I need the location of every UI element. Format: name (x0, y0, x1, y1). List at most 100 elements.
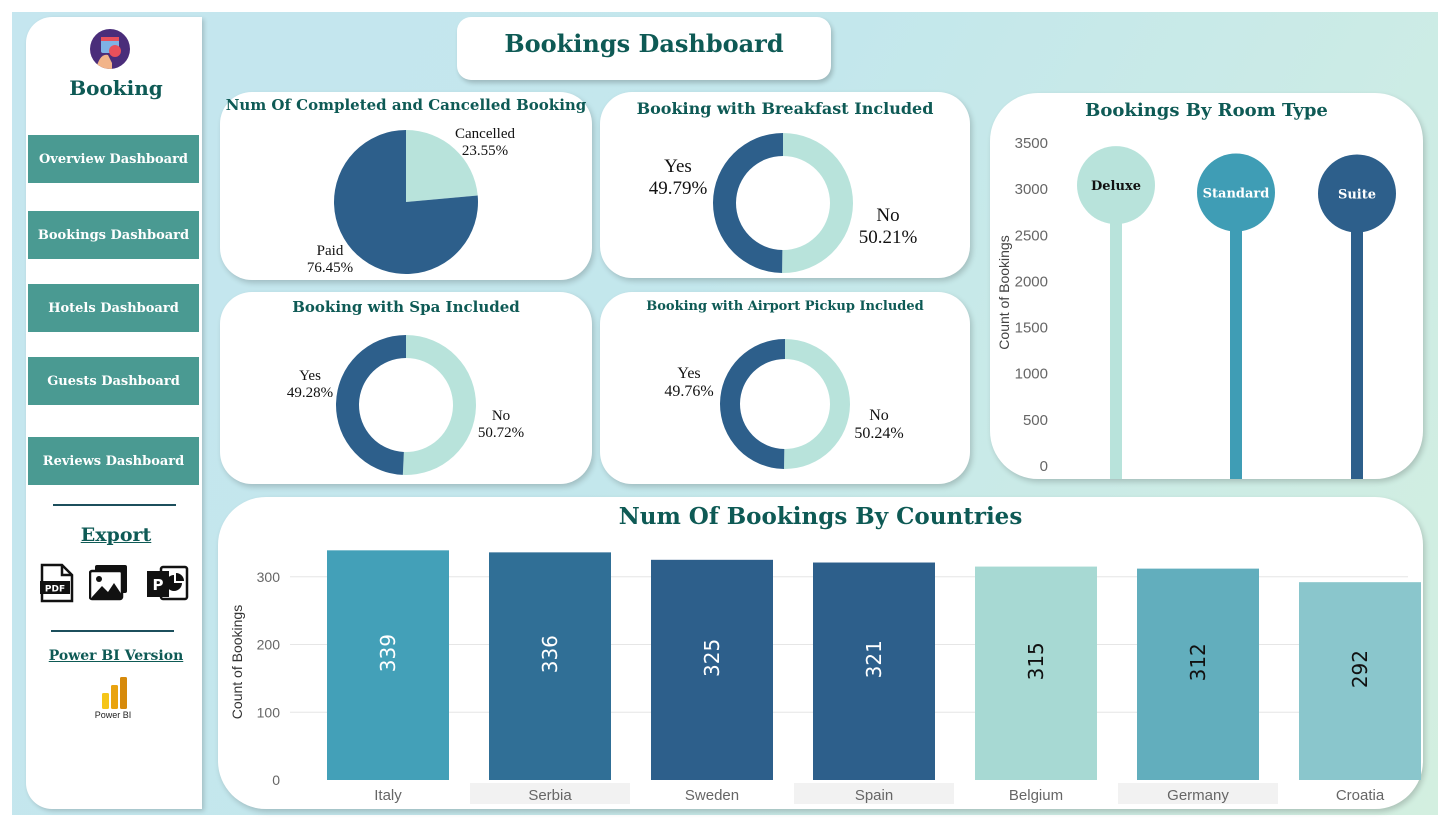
room-ytick-label: 2000 (1015, 273, 1048, 290)
country-bar-belgium[interactable] (975, 566, 1097, 780)
country-ytick-label: 100 (257, 704, 281, 720)
power-bi-label: Power BI (94, 710, 132, 720)
airport-slice-yes[interactable] (719, 339, 785, 469)
room-stem-deluxe[interactable] (1110, 185, 1122, 479)
room-stem-standard[interactable] (1230, 192, 1242, 479)
airport-slice-no[interactable] (784, 339, 850, 469)
room-ytick-label: 0 (1040, 458, 1048, 475)
pdf-icon[interactable]: PDF (40, 563, 74, 607)
spa-no-label: No 50.72% (477, 408, 525, 442)
country-y-axis-label: Count of Bookings (229, 605, 245, 719)
country-value-label: 321 (862, 640, 886, 678)
spa-donut-chart (336, 335, 477, 475)
breakfast-yes-label: Yes 49.79% (648, 156, 708, 199)
country-ytick-label: 300 (257, 569, 281, 585)
airport-donut-chart (719, 339, 850, 469)
pdf-icon-label: PDF (45, 585, 65, 595)
country-value-label: 315 (1024, 642, 1048, 680)
room-category-label: Suite (1338, 187, 1376, 202)
spa-chart-title: Booking with Spa Included (292, 298, 520, 316)
status-pie-chart (334, 130, 478, 274)
room-ytick-label: 2500 (1015, 227, 1048, 244)
card-countries: Num Of Bookings By Countries 300 200 100 0 C… (218, 497, 1423, 809)
nav-overview-dashboard[interactable]: Overview Dashboard (28, 135, 199, 183)
breakfast-slice-no[interactable] (782, 133, 853, 273)
room-stem-suite[interactable] (1351, 193, 1363, 479)
country-ytick-label: 200 (257, 637, 281, 653)
room-marker-suite[interactable] (1318, 154, 1396, 233)
room-ytick-label: 3500 (1015, 135, 1048, 152)
breakfast-chart-title: Booking with Breakfast Included (636, 99, 934, 118)
nav-reviews-dashboard[interactable]: Reviews Dashboard (28, 437, 199, 485)
status-slice-cancelled[interactable] (406, 130, 478, 202)
paid-label: Paid 76.45% (306, 243, 354, 277)
card-spa-donut: Booking with Spa Included Yes 49.28% No 50… (220, 292, 592, 484)
room-category-label: Deluxe (1091, 179, 1141, 194)
country-category-label: Germany (1167, 787, 1229, 804)
country-bar-spain[interactable] (813, 562, 935, 780)
country-category-label: Spain (855, 787, 893, 804)
room-ytick-label: 1500 (1015, 320, 1048, 337)
country-ytick-label: 0 (272, 772, 280, 788)
airport-yes-label: Yes 49.76% (664, 365, 714, 401)
country-label-band (794, 783, 954, 804)
country-category-label: Croatia (1336, 787, 1385, 804)
spa-yes-label: Yes 49.28% (286, 368, 334, 402)
breakfast-donut-chart (712, 133, 853, 273)
room-y-axis-label: Count of Bookings (996, 235, 1012, 349)
countries-bar-chart: 300 200 100 0 Count of Bookings 339 Italy 336 Se… (229, 550, 1421, 804)
card-airport-donut: Booking with Airport Pickup Included Yes… (600, 292, 970, 484)
airport-chart-title: Booking with Airport Pickup Included (646, 299, 924, 314)
sidebar-divider-2 (51, 630, 174, 632)
nav-bookings-dashboard[interactable]: Bookings Dashboard (28, 211, 199, 259)
powerpoint-icon[interactable]: P (147, 563, 189, 607)
country-value-label: 339 (376, 634, 400, 672)
status-chart-title: Num Of Completed and Cancelled Booking (225, 96, 587, 114)
power-bi-version-link[interactable]: Power BI Version (48, 648, 184, 664)
breakfast-no-label: No 50.21% (858, 205, 918, 248)
cancelled-label: Cancelled 23.55% (455, 126, 515, 160)
nav-guests-dashboard[interactable]: Guests Dashboard (28, 357, 199, 405)
country-label-band (470, 783, 630, 804)
country-value-label: 325 (700, 639, 724, 677)
sidebar-divider (53, 504, 176, 506)
room-ytick-label: 3000 (1015, 181, 1048, 198)
export-title: Export (80, 524, 152, 546)
page-title: Bookings Dashboard (457, 17, 831, 80)
logo-text: Booking (69, 76, 163, 100)
country-bar-germany[interactable] (1137, 568, 1259, 780)
image-icon[interactable] (88, 563, 129, 607)
country-category-label: Italy (374, 787, 402, 804)
country-value-label: 336 (538, 635, 562, 673)
room-ytick-label: 500 (1023, 412, 1048, 429)
room-ytick-label: 1000 (1015, 366, 1048, 383)
spa-slice-no[interactable] (402, 335, 477, 475)
card-status-pie: Num Of Completed and Cancelled Booking C… (220, 92, 592, 280)
room-marker-standard[interactable] (1197, 153, 1275, 232)
countries-chart-title: Num Of Bookings By Countries (618, 503, 1023, 530)
status-slice-paid[interactable] (334, 130, 478, 274)
country-bar-italy[interactable] (327, 550, 449, 780)
country-category-label: Sweden (685, 787, 739, 804)
country-category-label: Serbia (528, 787, 572, 804)
room-category-label: Standard (1203, 187, 1270, 202)
country-bar-croatia[interactable] (1299, 582, 1421, 780)
svg-text:P: P (153, 576, 164, 594)
spa-slice-yes[interactable] (336, 335, 406, 475)
country-bar-sweden[interactable] (651, 559, 773, 780)
nav-hotels-dashboard[interactable]: Hotels Dashboard (28, 284, 199, 332)
breakfast-slice-yes[interactable] (712, 133, 783, 273)
country-bar-serbia[interactable] (489, 552, 611, 780)
power-bi-icon[interactable] (101, 677, 129, 713)
country-value-label: 292 (1348, 650, 1372, 688)
room-marker-deluxe[interactable] (1077, 146, 1155, 225)
country-category-label: Belgium (1009, 787, 1063, 804)
card-room-type: Bookings By Room Type 3500 3000 2500 2000 15… (990, 93, 1423, 479)
card-breakfast-donut: Booking with Breakfast Included Yes 49.79… (600, 92, 970, 278)
country-label-band (1118, 783, 1278, 804)
country-value-label: 312 (1186, 643, 1210, 681)
booking-logo-icon (90, 29, 130, 69)
room-type-chart: 3500 3000 2500 2000 1500 1000 500 0 Count of Boo… (996, 135, 1396, 479)
airport-no-label: No 50.24% (854, 407, 904, 443)
room-chart-title: Bookings By Room Type (1085, 100, 1328, 121)
